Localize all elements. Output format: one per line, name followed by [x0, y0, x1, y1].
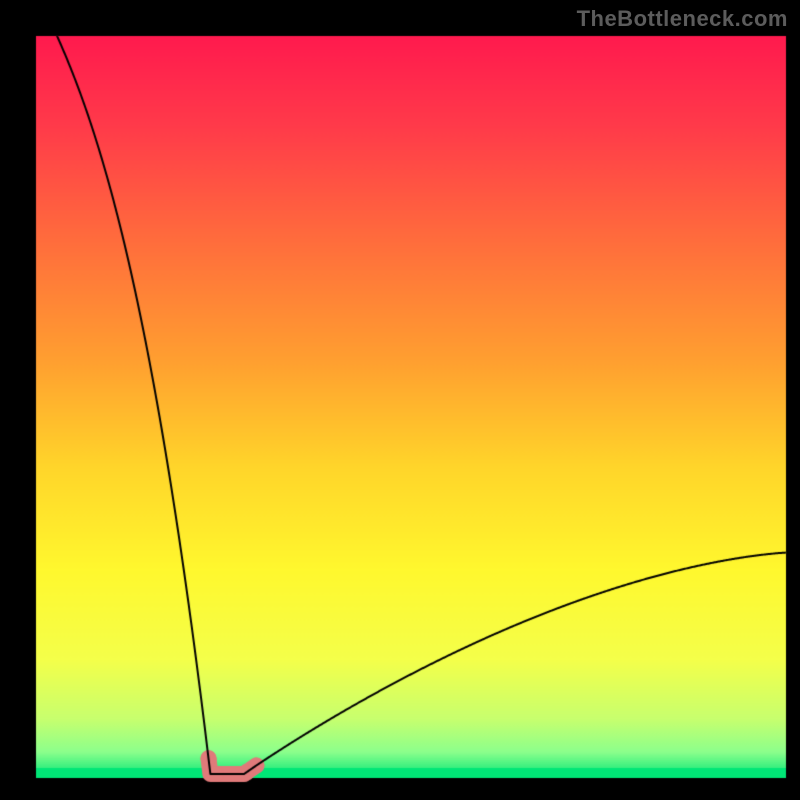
chart-container: TheBottleneck.com	[0, 0, 800, 800]
bottleneck-curve	[0, 0, 800, 800]
watermark-text: TheBottleneck.com	[577, 6, 788, 32]
